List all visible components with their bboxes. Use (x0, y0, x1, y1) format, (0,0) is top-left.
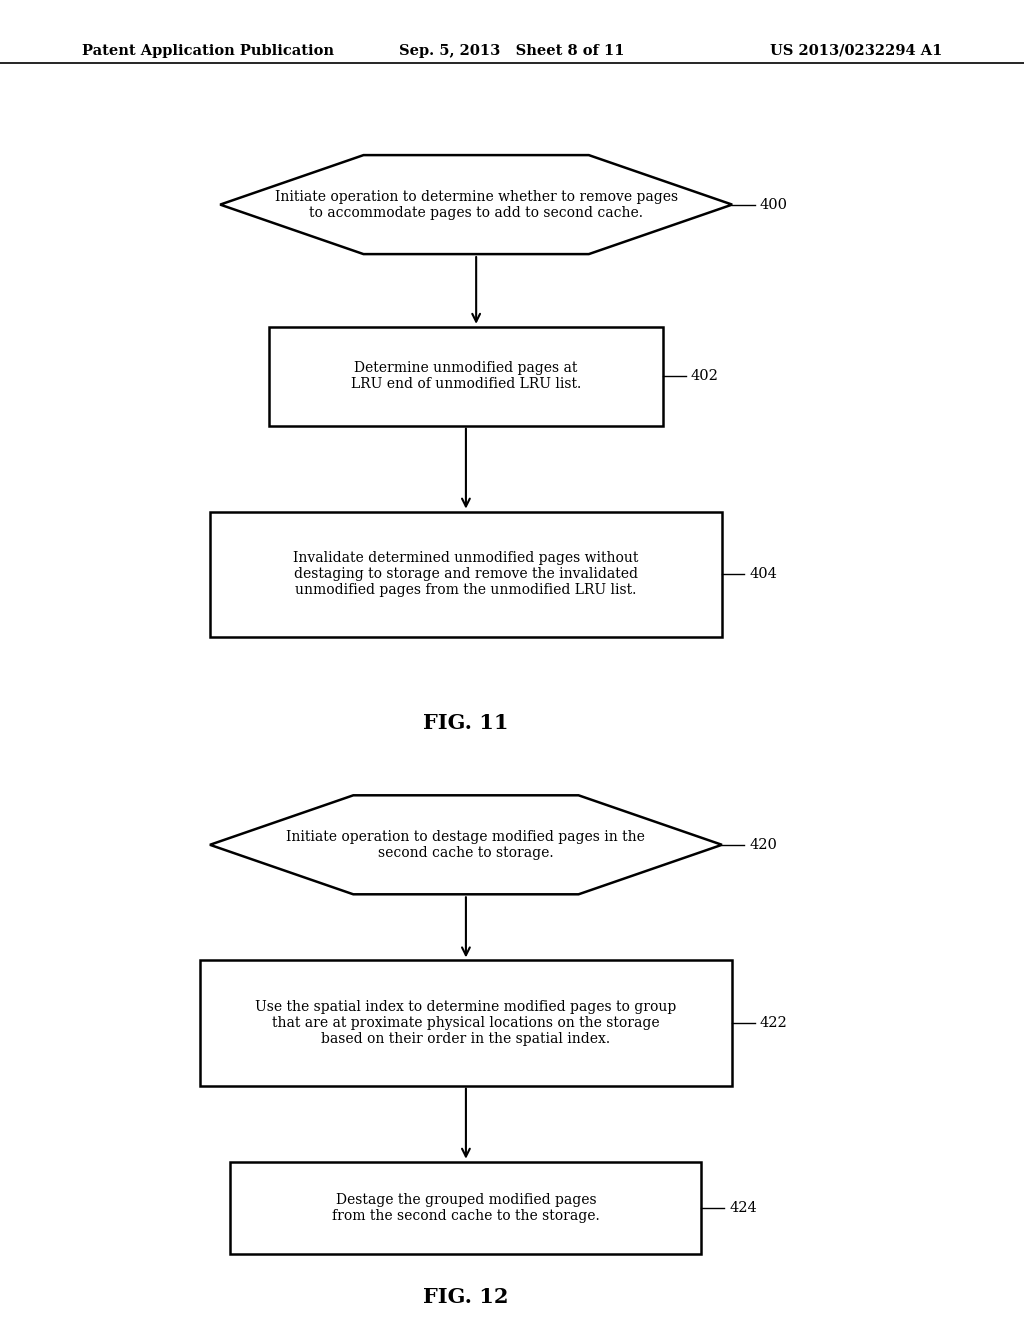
Text: 420: 420 (750, 838, 777, 851)
Text: FIG. 11: FIG. 11 (423, 713, 509, 733)
Text: 424: 424 (729, 1201, 757, 1214)
Text: Patent Application Publication: Patent Application Publication (82, 44, 334, 58)
Text: FIG. 12: FIG. 12 (423, 1287, 509, 1307)
Text: 404: 404 (750, 568, 777, 581)
Text: 422: 422 (760, 1016, 787, 1030)
Text: Sep. 5, 2013   Sheet 8 of 11: Sep. 5, 2013 Sheet 8 of 11 (399, 44, 625, 58)
Text: US 2013/0232294 A1: US 2013/0232294 A1 (770, 44, 942, 58)
Text: Initiate operation to destage modified pages in the
second cache to storage.: Initiate operation to destage modified p… (287, 830, 645, 859)
Text: Use the spatial index to determine modified pages to group
that are at proximate: Use the spatial index to determine modif… (255, 999, 677, 1047)
Text: Invalidate determined unmodified pages without
destaging to storage and remove t: Invalidate determined unmodified pages w… (293, 550, 639, 598)
Text: 400: 400 (760, 198, 787, 211)
Text: Initiate operation to determine whether to remove pages
to accommodate pages to : Initiate operation to determine whether … (274, 190, 678, 219)
Text: Destage the grouped modified pages
from the second cache to the storage.: Destage the grouped modified pages from … (332, 1193, 600, 1222)
Text: 402: 402 (690, 370, 719, 383)
Text: Determine unmodified pages at
LRU end of unmodified LRU list.: Determine unmodified pages at LRU end of… (351, 362, 581, 391)
